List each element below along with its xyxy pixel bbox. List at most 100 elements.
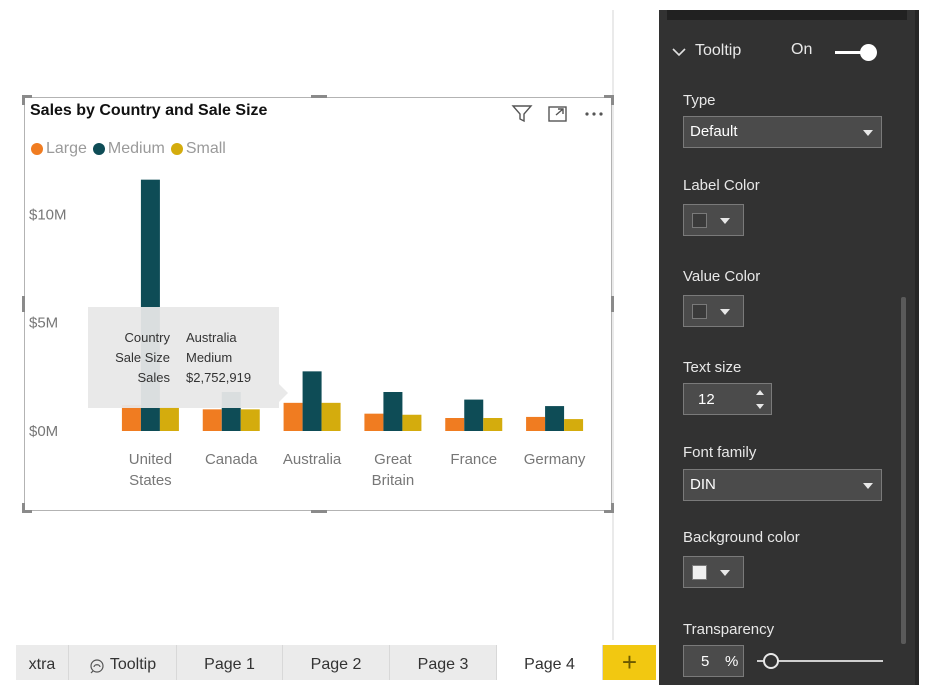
pane-right-border — [915, 10, 919, 685]
bar-large-canada[interactable] — [202, 409, 222, 431]
legend-item-large[interactable]: Large — [31, 140, 87, 158]
tab-extra[interactable]: xtra — [16, 645, 69, 680]
toggle-knob — [860, 44, 877, 61]
tooltip-value-country: Australia — [186, 330, 237, 345]
chevron-down-icon[interactable] — [672, 44, 686, 62]
bar-small-australia[interactable] — [321, 402, 341, 431]
resize-handle-left[interactable] — [22, 296, 25, 312]
resize-handle-top-left-v[interactable] — [22, 95, 25, 105]
tab-tooltip[interactable]: Tooltip — [69, 645, 177, 680]
text-size-value: 12 — [698, 391, 715, 408]
x-tick-label: Australia — [283, 451, 342, 468]
bar-small-great-britain[interactable] — [402, 414, 422, 431]
chevron-down-icon — [720, 570, 730, 576]
resize-handle-right[interactable] — [611, 296, 614, 312]
visual-header-icons — [511, 104, 605, 124]
font-family-dropdown[interactable]: DIN — [683, 469, 882, 501]
chart-tooltip: Country Australia Sale Size Medium Sales… — [88, 307, 288, 408]
background-color-label: Background color — [683, 529, 800, 546]
background-color-picker[interactable] — [683, 556, 744, 588]
text-size-stepper[interactable]: 12 — [683, 383, 772, 415]
legend-label-large: Large — [46, 140, 87, 157]
resize-handle-bottom-right[interactable] — [604, 510, 614, 513]
chart-legend: Large Medium Small — [31, 140, 226, 158]
add-page-label: + — [621, 647, 638, 677]
increment-icon[interactable] — [751, 385, 769, 399]
chevron-down-icon — [863, 483, 873, 489]
label-color-picker[interactable] — [683, 204, 744, 236]
resize-handle-top-right-v[interactable] — [611, 95, 614, 105]
type-dropdown[interactable]: Default — [683, 116, 882, 148]
tab-page-2[interactable]: Page 2 — [283, 645, 390, 680]
report-canvas: Sales by Country and Sale Size Large Med… — [22, 10, 614, 640]
resize-handle-top[interactable] — [311, 95, 327, 98]
tooltip-section-header[interactable]: Tooltip On — [659, 35, 916, 71]
tooltip-toggle[interactable] — [835, 43, 879, 61]
resize-handle-bottom-left[interactable] — [22, 510, 32, 513]
bar-large-germany[interactable] — [526, 416, 546, 431]
legend-label-small: Small — [185, 140, 226, 157]
focus-mode-icon[interactable] — [547, 104, 569, 124]
value-color-picker[interactable] — [683, 295, 744, 327]
transparency-value: 5 — [701, 653, 710, 670]
bar-small-germany[interactable] — [564, 419, 584, 431]
x-tick-label: Germany — [524, 451, 586, 468]
value-color-swatch — [692, 304, 707, 319]
resize-handle-top-right[interactable] — [604, 95, 614, 98]
tabs-bottom-space — [16, 680, 656, 698]
tooltip-label-sales: Sales — [137, 370, 170, 385]
type-label: Type — [683, 92, 716, 109]
label-color-label: Label Color — [683, 177, 760, 194]
bar-medium-great-britain[interactable] — [383, 392, 403, 431]
tooltip-value-sale-size: Medium — [186, 350, 233, 365]
bar-large-united-states[interactable] — [121, 405, 141, 431]
resize-handle-bottom-left-v[interactable] — [22, 503, 25, 513]
section-title: Tooltip — [695, 42, 742, 59]
bar-small-united-states[interactable] — [159, 407, 179, 431]
legend-item-small[interactable]: Small — [170, 140, 226, 158]
tab-label-page-3: Page 3 — [417, 656, 469, 673]
add-page-button[interactable]: + — [603, 645, 656, 680]
tooltip-value-sales: $2,752,919 — [186, 370, 252, 385]
x-tick-label: France — [450, 451, 497, 468]
bar-medium-australia[interactable] — [302, 371, 322, 431]
bar-medium-germany[interactable] — [545, 406, 565, 431]
transparency-slider[interactable] — [757, 650, 885, 672]
toggle-state-label: On — [791, 41, 813, 58]
tab-page-4[interactable]: Page 4 — [497, 645, 603, 680]
bar-small-canada[interactable] — [240, 409, 260, 431]
x-tick-label: Great Britain — [372, 451, 415, 489]
text-size-label: Text size — [683, 359, 742, 376]
x-tick-label: Canada — [205, 451, 258, 468]
type-value: Default — [690, 123, 738, 140]
resize-handle-bottom-right-v[interactable] — [611, 503, 614, 513]
bar-large-great-britain[interactable] — [364, 413, 384, 431]
y-tick-label: $10M — [29, 206, 67, 223]
bar-medium-france[interactable] — [464, 399, 484, 431]
pane-scrollbar[interactable] — [901, 297, 906, 644]
decrement-icon[interactable] — [751, 399, 769, 413]
bar-large-france[interactable] — [445, 418, 465, 431]
transparency-unit: % — [725, 653, 739, 670]
toggle-track — [835, 51, 875, 54]
tab-label-page-2: Page 2 — [310, 656, 362, 673]
resize-handle-bottom[interactable] — [311, 510, 327, 513]
transparency-input[interactable]: 5 % — [683, 645, 744, 677]
more-options-icon[interactable] — [583, 104, 605, 124]
legend-marker-medium — [92, 143, 105, 155]
bar-large-australia[interactable] — [283, 402, 303, 431]
slider-thumb[interactable] — [763, 653, 779, 669]
clustered-column-chart-visual[interactable]: Sales by Country and Sale Size Large Med… — [22, 95, 614, 513]
label-color-swatch — [692, 213, 707, 228]
chevron-down-icon — [720, 309, 730, 315]
resize-handle-top-left[interactable] — [22, 95, 32, 98]
page-tabs: xtra Tooltip Page 1 Page 2 Page 3 Page 4… — [16, 645, 656, 680]
bar-small-france[interactable] — [483, 418, 503, 431]
tab-page-1[interactable]: Page 1 — [177, 645, 283, 680]
legend-marker-small — [170, 143, 183, 155]
filter-icon[interactable] — [511, 104, 533, 124]
chevron-down-icon — [863, 130, 873, 136]
legend-item-medium[interactable]: Medium — [92, 140, 165, 158]
tab-page-3[interactable]: Page 3 — [390, 645, 497, 680]
tooltip-label-country: Country — [124, 330, 170, 345]
